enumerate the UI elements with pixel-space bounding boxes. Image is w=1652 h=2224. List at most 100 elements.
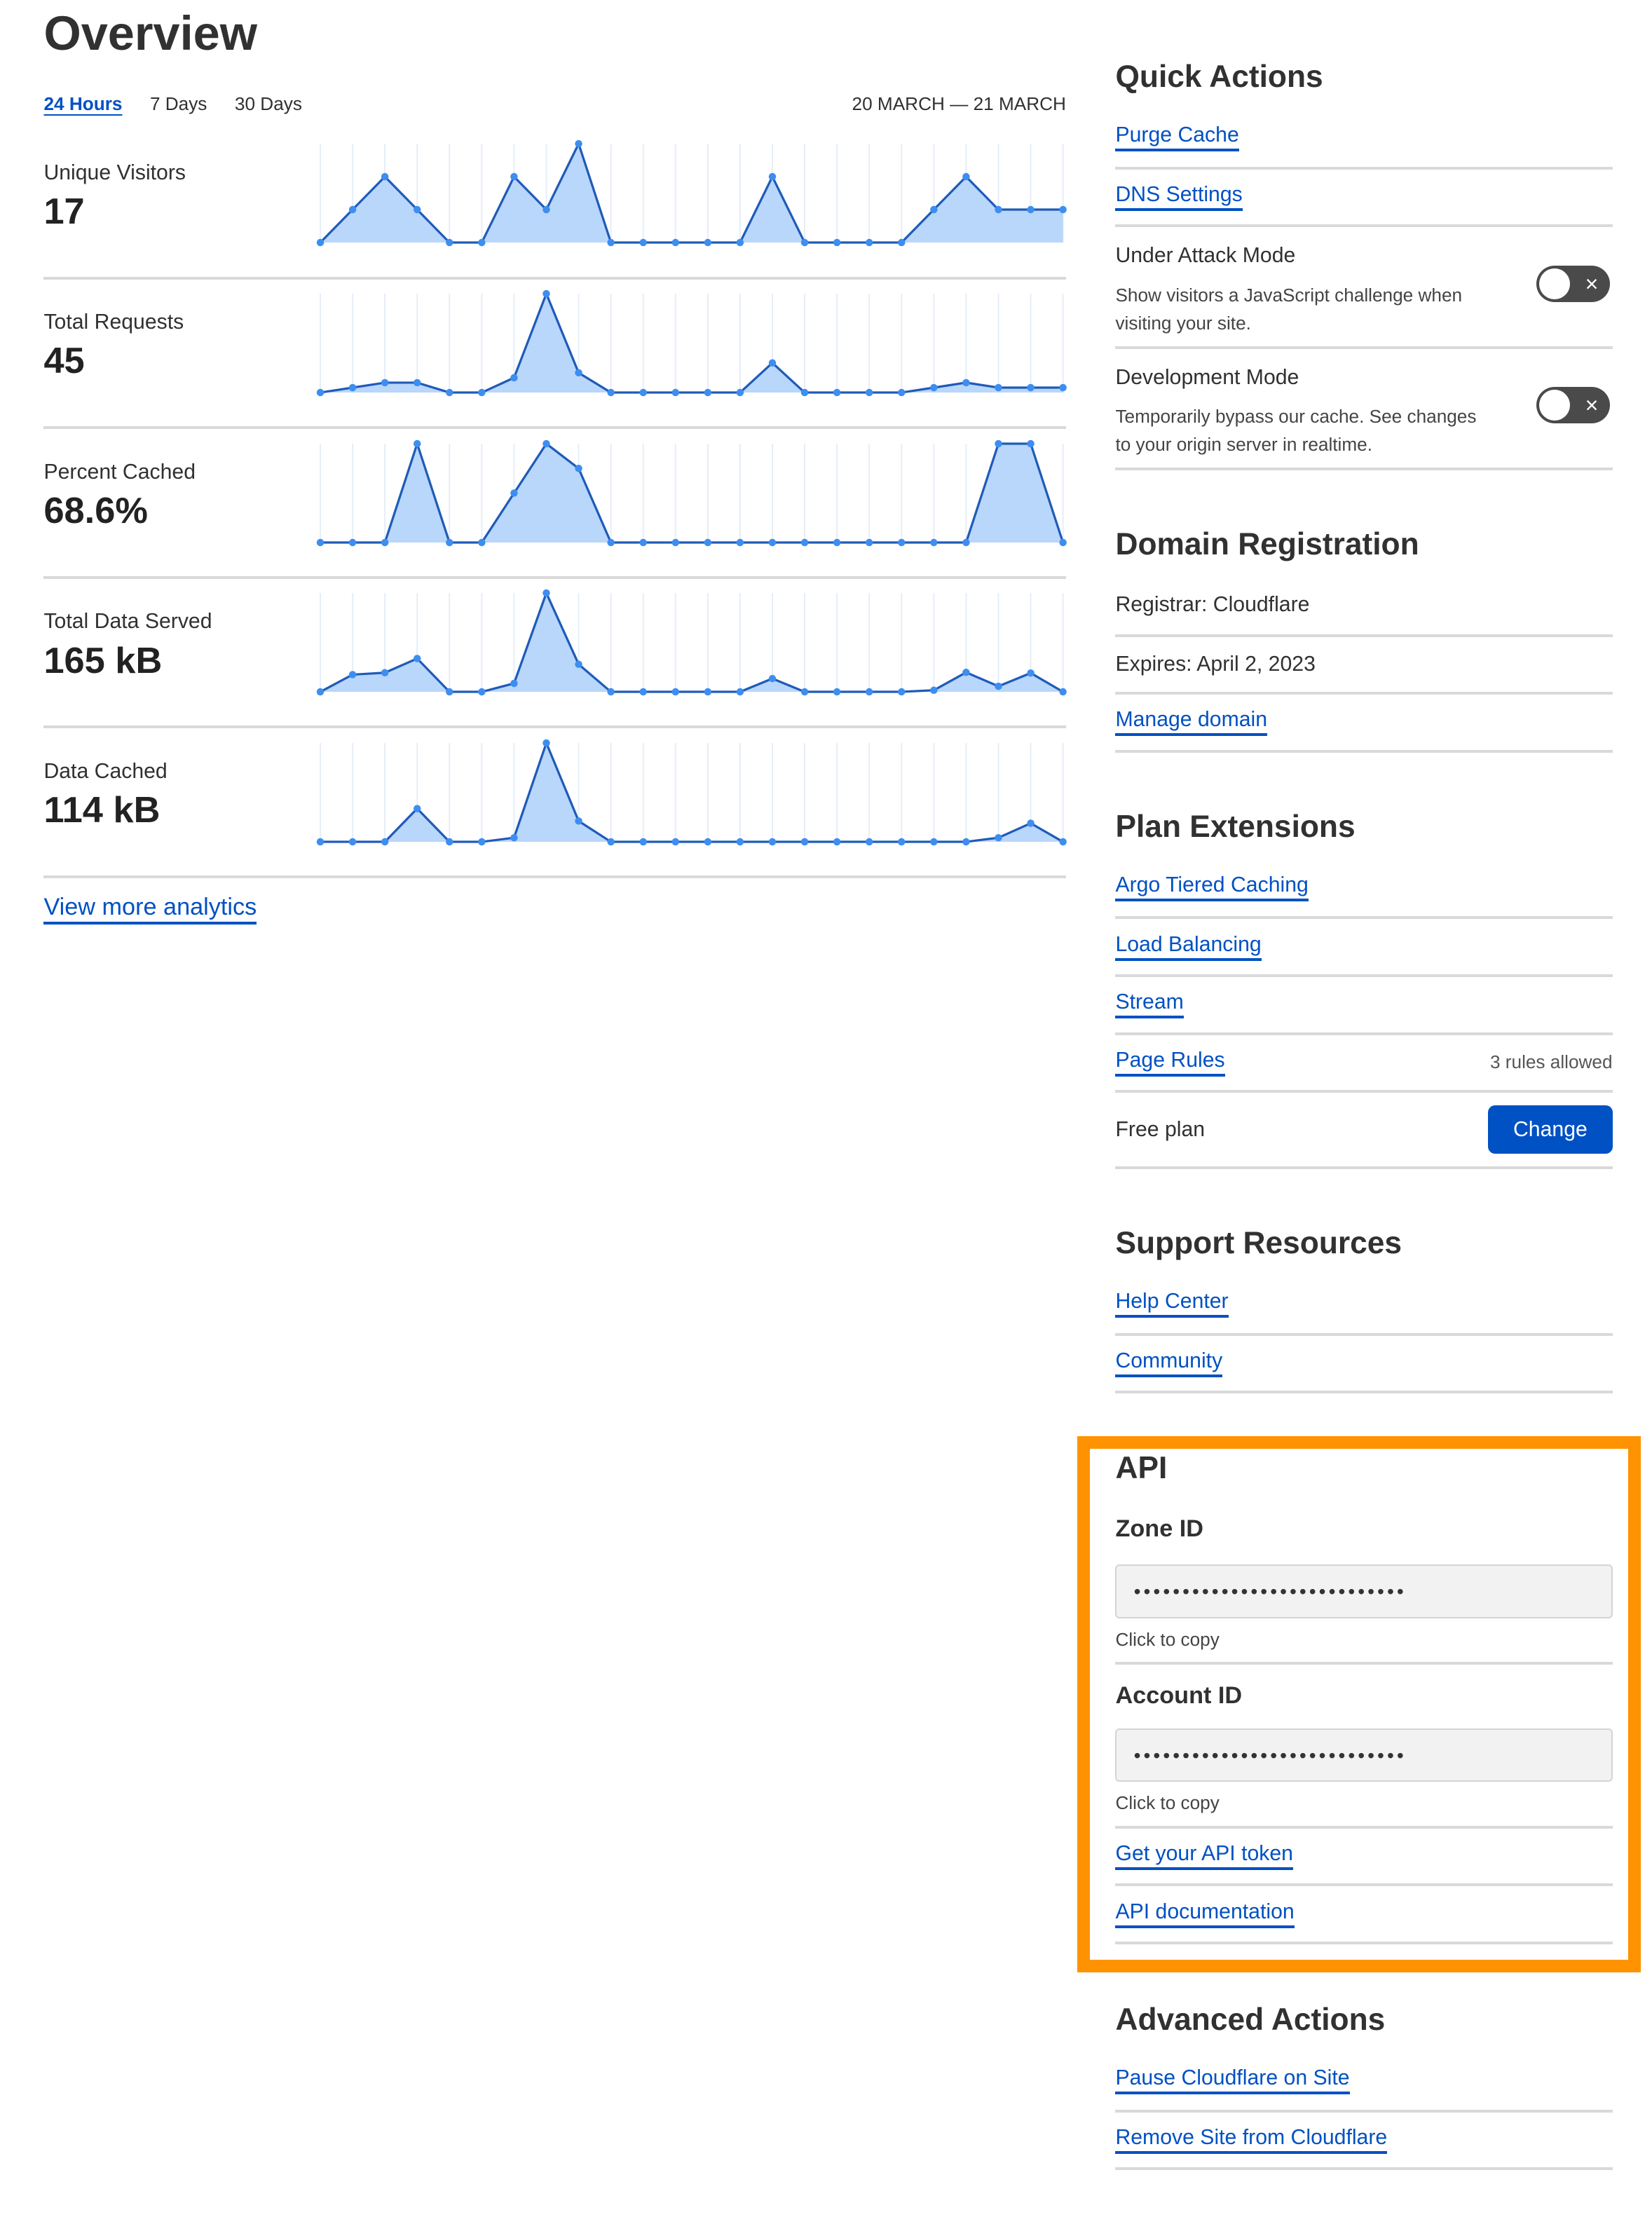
data-point	[671, 838, 680, 845]
account-id-field[interactable]: ••••••••••••••••••••••••••••	[1115, 1728, 1613, 1782]
metric-row: Percent Cached 68.6%	[43, 429, 1067, 579]
data-point	[736, 538, 744, 546]
data-point	[639, 388, 648, 397]
data-point	[381, 838, 389, 845]
metric-label: Total Requests	[43, 311, 184, 334]
data-point	[446, 538, 453, 546]
metric-row: Total Requests 45	[43, 280, 1067, 430]
data-point	[381, 378, 389, 387]
data-point	[671, 239, 680, 247]
toggle-knob	[1538, 268, 1571, 300]
load-balancing-link[interactable]: Load Balancing	[1115, 933, 1262, 961]
data-point	[1027, 206, 1035, 214]
data-point	[381, 669, 389, 677]
data-point	[704, 538, 712, 546]
data-point	[414, 439, 421, 447]
data-point	[736, 838, 744, 845]
zone-id-copy-hint: Click to copy	[1115, 1618, 1613, 1665]
manage-domain-link[interactable]: Manage domain	[1115, 708, 1268, 737]
data-point	[898, 838, 906, 845]
metric-row: Unique Visitors 17	[43, 130, 1067, 280]
advanced-actions-section: Advanced Actions Pause Cloudflare on Sit…	[1115, 1989, 1613, 2171]
data-point	[769, 173, 777, 181]
data-point	[962, 669, 970, 676]
data-point	[801, 388, 809, 397]
development-mode-toggle[interactable]: ×	[1536, 386, 1610, 424]
metric-value: 114 kB	[43, 790, 161, 831]
data-point	[317, 838, 325, 845]
api-documentation-link[interactable]: API documentation	[1115, 1900, 1295, 1928]
tab-7-days[interactable]: 7 Days	[149, 93, 207, 114]
data-point	[542, 206, 550, 214]
data-point	[671, 388, 680, 397]
data-point	[769, 838, 777, 845]
data-point	[349, 206, 357, 214]
metric-value: 68.6%	[43, 491, 148, 532]
data-point	[962, 538, 970, 546]
close-icon: ×	[1585, 271, 1599, 296]
data-point	[898, 239, 906, 247]
under-attack-mode-row: Under Attack Mode Show visitors a JavaSc…	[1115, 227, 1613, 349]
series-line	[320, 141, 1063, 245]
tab-30-days[interactable]: 30 Days	[234, 93, 302, 114]
argo-tiered-caching-link[interactable]: Argo Tiered Caching	[1115, 873, 1309, 902]
purge-cache-link[interactable]: Purge Cache	[1115, 123, 1239, 152]
api-highlight-box	[1077, 1435, 1641, 1973]
plan-extensions-section: Plan Extensions Argo Tiered Caching Load…	[1115, 796, 1613, 1169]
data-point	[542, 439, 550, 447]
plan-extensions-heading: Plan Extensions	[1115, 810, 1356, 845]
community-link[interactable]: Community	[1115, 1349, 1223, 1377]
metric-label: Percent Cached	[43, 460, 196, 484]
data-point	[478, 838, 486, 845]
data-point	[414, 378, 421, 387]
page-rules-link[interactable]: Page Rules	[1115, 1049, 1225, 1077]
advanced-actions-heading: Advanced Actions	[1115, 2003, 1386, 2038]
data-point	[446, 688, 453, 696]
toggle-knob	[1538, 389, 1571, 421]
data-point	[381, 538, 389, 546]
close-icon: ×	[1585, 392, 1599, 418]
metric-value: 45	[43, 341, 85, 382]
pause-cloudflare-link[interactable]: Pause Cloudflare on Site	[1115, 2066, 1350, 2095]
data-point	[866, 388, 873, 397]
account-id-copy-hint: Click to copy	[1115, 1782, 1613, 1829]
data-point	[995, 439, 1002, 447]
data-point	[769, 674, 777, 683]
tab-24-hours[interactable]: 24 Hours	[43, 93, 123, 114]
under-attack-mode-toggle[interactable]: ×	[1536, 265, 1610, 303]
sparkline-chart	[317, 140, 1067, 247]
data-point	[349, 838, 357, 845]
metric-row: Total Data Served 165 kB	[43, 579, 1067, 729]
data-point	[575, 464, 583, 472]
data-point	[639, 239, 648, 247]
dns-settings-link[interactable]: DNS Settings	[1115, 183, 1243, 211]
data-point	[381, 173, 389, 181]
data-point	[995, 833, 1002, 842]
data-point	[995, 206, 1002, 214]
data-point	[414, 804, 421, 812]
get-api-token-link[interactable]: Get your API token	[1115, 1842, 1293, 1870]
data-point	[639, 688, 648, 696]
data-point	[801, 688, 809, 696]
data-point	[478, 688, 486, 696]
help-center-link[interactable]: Help Center	[1115, 1290, 1229, 1318]
data-point	[866, 538, 873, 546]
data-point	[478, 388, 486, 397]
data-point	[962, 378, 970, 387]
data-point	[736, 688, 744, 696]
data-point	[833, 688, 841, 696]
zone-id-field[interactable]: ••••••••••••••••••••••••••••	[1115, 1564, 1613, 1618]
data-point	[1059, 688, 1067, 696]
data-point	[607, 688, 615, 696]
change-plan-button[interactable]: Change	[1488, 1105, 1613, 1154]
stream-link[interactable]: Stream	[1115, 990, 1184, 1019]
expires: Expires: April 2, 2023	[1115, 652, 1316, 676]
data-point	[930, 838, 938, 845]
view-more-analytics-link[interactable]: View more analytics	[43, 894, 257, 925]
remove-site-link[interactable]: Remove Site from Cloudflare	[1115, 2126, 1388, 2154]
data-point	[510, 374, 518, 382]
data-point	[930, 383, 938, 392]
data-point	[704, 239, 712, 247]
data-point	[671, 688, 680, 696]
data-point	[349, 383, 357, 392]
